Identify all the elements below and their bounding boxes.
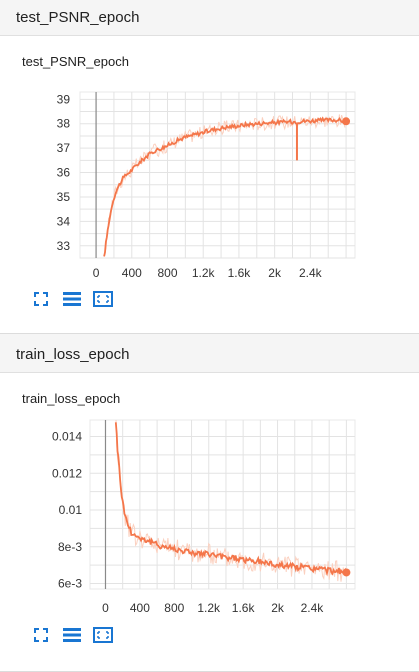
x-tick-label: 400 — [130, 601, 150, 615]
section-header-test-psnr[interactable]: test_PSNR_epoch — [0, 0, 419, 36]
series-smoothed-line — [114, 422, 348, 577]
x-tick-label: 2.4k — [299, 266, 323, 280]
chart-card-test-psnr: test_PSNR_epoch 33 34 35 36 37 38 39 0 400 800 1.2… — [0, 36, 419, 334]
series-smoothed-line — [103, 116, 347, 257]
x-tick-label: 1.2k — [197, 601, 221, 615]
fit-domain-icon — [93, 627, 113, 643]
toggle-log-icon — [63, 628, 81, 642]
section-title: test_PSNR_epoch — [16, 9, 140, 26]
y-tick-label: 34 — [57, 214, 71, 228]
y-tick-label: 37 — [57, 141, 71, 155]
section-header-train-loss[interactable]: train_loss_epoch — [0, 337, 419, 373]
series-end-point — [342, 117, 351, 126]
chart-toolbar — [30, 626, 123, 644]
y-tick-label: 6e-3 — [58, 576, 82, 590]
fit-domain-button[interactable] — [92, 290, 114, 308]
x-tick-label: 2k — [271, 601, 285, 615]
expand-icon — [34, 628, 48, 642]
series-raw-line — [115, 420, 346, 582]
x-tick-label: 1.2k — [192, 266, 216, 280]
line-chart-test-psnr: 33 34 35 36 37 38 39 0 400 800 1.2k 1.6k 2k 2.4k — [57, 91, 356, 280]
toggle-log-scale-button[interactable] — [61, 626, 83, 644]
plot-area — [89, 419, 356, 590]
chart-toolbar — [30, 290, 123, 308]
toggle-log-icon — [63, 292, 81, 306]
x-tick-label: 2k — [268, 266, 282, 280]
expand-icon — [34, 292, 48, 306]
fit-domain-button[interactable] — [92, 626, 114, 644]
x-tick-label: 0 — [102, 601, 109, 615]
y-tick-label: 36 — [57, 166, 71, 180]
y-tick-label: 35 — [57, 190, 71, 204]
x-tick-label: 400 — [122, 266, 142, 280]
x-tick-label: 2.4k — [301, 601, 325, 615]
expand-button[interactable] — [30, 290, 52, 308]
y-tick-label: 8e-3 — [58, 540, 82, 554]
series-raw-line — [104, 114, 346, 253]
chart-title: test_PSNR_epoch — [22, 54, 129, 69]
x-tick-label: 1.6k — [228, 266, 252, 280]
x-tick-label: 800 — [164, 601, 184, 615]
y-tick-label: 39 — [57, 92, 71, 106]
fit-domain-icon — [93, 291, 113, 307]
line-chart-train-loss: 6e-3 8e-3 0.01 0.012 0.014 0 400 800 1.2k 1.6k 2k 2… — [52, 419, 356, 615]
expand-button[interactable] — [30, 626, 52, 644]
y-tick-label: 0.012 — [52, 466, 82, 480]
chart-card-train-loss: train_loss_epoch 6e-3 8e-3 0.01 0.012 0.014 0… — [0, 373, 419, 672]
y-tick-label: 0.014 — [52, 430, 82, 444]
section-title: train_loss_epoch — [16, 346, 130, 363]
x-tick-label: 0 — [93, 266, 100, 280]
y-tick-label: 0.01 — [59, 503, 83, 517]
x-tick-label: 800 — [157, 266, 177, 280]
x-tick-label: 1.6k — [232, 601, 256, 615]
series-end-point — [342, 568, 351, 577]
y-tick-label: 38 — [57, 117, 71, 131]
toggle-log-scale-button[interactable] — [61, 290, 83, 308]
y-tick-label: 33 — [57, 239, 71, 253]
chart-title: train_loss_epoch — [22, 391, 121, 406]
